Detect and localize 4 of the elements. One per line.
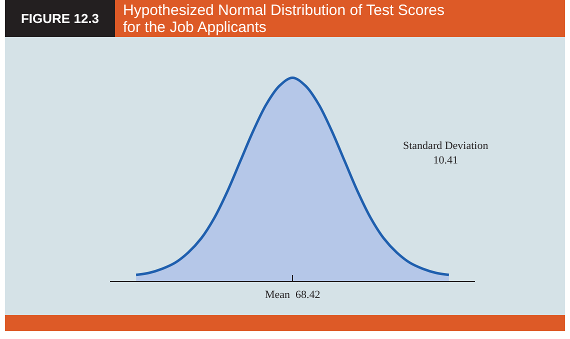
annotation: Standard Deviation 10.41 — [403, 140, 489, 166]
text: Mean 68.42 — [265, 289, 320, 301]
chart-title: Hypothesized Normal Distribution of Test Scores for the Job Applicants — [123, 2, 446, 36]
caption: FIGURE 12.3 — [5, 0, 115, 37]
